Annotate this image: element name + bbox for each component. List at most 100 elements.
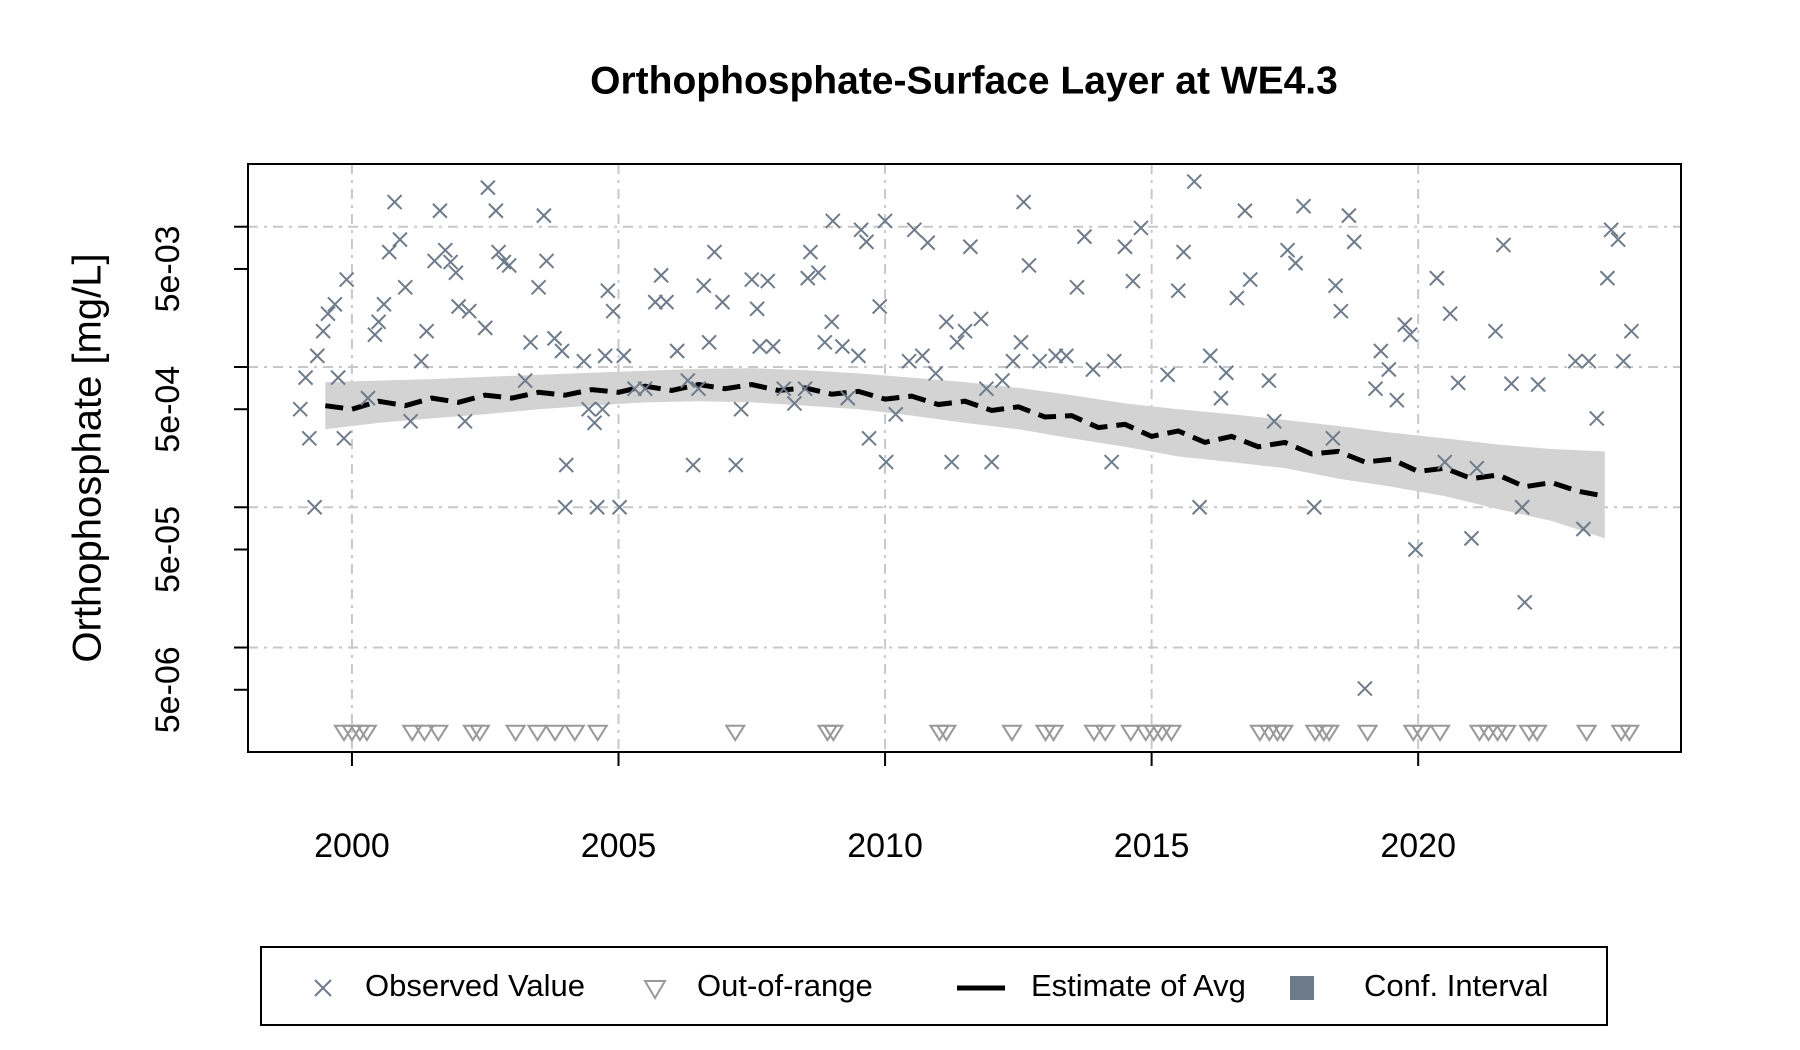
x-tick-label: 2015 [1114, 827, 1190, 865]
observed-point [878, 454, 894, 470]
observed-point [301, 430, 318, 447]
out-of-range-point [1249, 724, 1271, 742]
observed-point [714, 294, 731, 310]
y-tick-label: 5e-04 [149, 366, 187, 453]
x-stroke [442, 254, 459, 270]
legend-marker [1290, 976, 1314, 1000]
observed-point [1076, 228, 1093, 245]
x-stroke [1373, 343, 1389, 359]
observed-point [1287, 255, 1304, 271]
x-stroke [554, 343, 570, 359]
x-stroke [878, 454, 894, 470]
chart-title: Orthophosphate-Surface Layer at WE4.3 [590, 59, 1338, 102]
observed-point [461, 303, 477, 319]
x-stroke [1530, 376, 1546, 393]
x-stroke [1218, 365, 1234, 381]
x-stroke [397, 279, 413, 295]
observed-point [386, 194, 403, 210]
x-stroke [597, 348, 613, 364]
x-stroke [1069, 279, 1085, 295]
x-stroke [381, 244, 397, 260]
observed-point [1031, 353, 1048, 369]
observed-point [825, 213, 841, 229]
x-stroke [1503, 376, 1520, 392]
x-stroke [978, 381, 995, 397]
observed-point [330, 369, 346, 386]
observed-point [1266, 413, 1282, 430]
observed-point [776, 381, 792, 397]
observed-point [1503, 376, 1520, 392]
plot-frame [247, 163, 1682, 753]
x-stroke [413, 353, 429, 369]
x-stroke [685, 457, 701, 473]
x-stroke [817, 334, 833, 351]
observed-point [1242, 271, 1258, 288]
observed-point [522, 334, 539, 351]
observed-point [994, 372, 1011, 389]
observed-point [962, 239, 979, 255]
observed-point [861, 430, 877, 447]
out-of-range-point [822, 724, 845, 742]
observed-point [1013, 334, 1029, 351]
estimate-line [324, 381, 1606, 499]
observed-point [1069, 279, 1085, 295]
observed-point [1058, 348, 1075, 364]
observed-point [402, 413, 419, 430]
x-stroke [938, 314, 955, 330]
x-stroke [522, 334, 539, 351]
observed-point [1514, 499, 1530, 515]
observed-point [480, 179, 496, 196]
x-stroke [477, 320, 493, 336]
observed-point [973, 311, 989, 327]
x-stroke [749, 301, 765, 317]
x-stroke [1175, 244, 1192, 260]
x-stroke [1346, 234, 1362, 250]
out-of-range-point [401, 724, 424, 742]
observed-point [1229, 290, 1245, 306]
observed-point [1495, 237, 1512, 253]
out-of-range-point [1575, 724, 1598, 742]
x-stroke [1103, 454, 1120, 470]
x-stroke [906, 222, 923, 238]
x-stroke [517, 372, 533, 389]
out-of-range-point [1618, 724, 1641, 742]
observed-point [1346, 234, 1362, 250]
x-stroke [1031, 353, 1048, 369]
x-stroke [1013, 334, 1029, 351]
x-stroke [1429, 270, 1445, 286]
observed-point [397, 279, 413, 295]
x-stroke [1021, 257, 1037, 274]
observed-point [914, 348, 931, 364]
observed-point [1279, 242, 1296, 258]
observed-point [557, 499, 573, 515]
observed-point [437, 242, 453, 258]
observed-point [872, 298, 888, 315]
observed-point [1333, 303, 1349, 319]
observed-point [327, 296, 343, 312]
observed-point [943, 454, 960, 470]
x-stroke [386, 194, 403, 210]
x-stroke [450, 298, 467, 315]
observed-point [1367, 381, 1384, 397]
x-stroke [1133, 220, 1149, 236]
out-of-range-point [1042, 724, 1065, 742]
x-stroke [914, 348, 931, 364]
observed-point [586, 415, 603, 431]
observed-point [817, 334, 833, 351]
x-stroke [760, 273, 776, 289]
x-stroke [1450, 375, 1466, 391]
x-stroke [1442, 305, 1458, 322]
x-stroke [309, 348, 326, 364]
observed-point [733, 401, 749, 417]
x-stroke [605, 303, 621, 319]
x-stroke [1623, 323, 1640, 339]
x-stroke [776, 381, 792, 397]
x-stroke [1517, 594, 1533, 611]
observed-point [1437, 454, 1453, 470]
x-stroke [589, 499, 605, 515]
observed-point [1610, 231, 1626, 248]
observed-point [309, 348, 326, 364]
out-of-range-point [1272, 724, 1295, 742]
observed-point [392, 231, 408, 248]
x-stroke [488, 203, 504, 219]
